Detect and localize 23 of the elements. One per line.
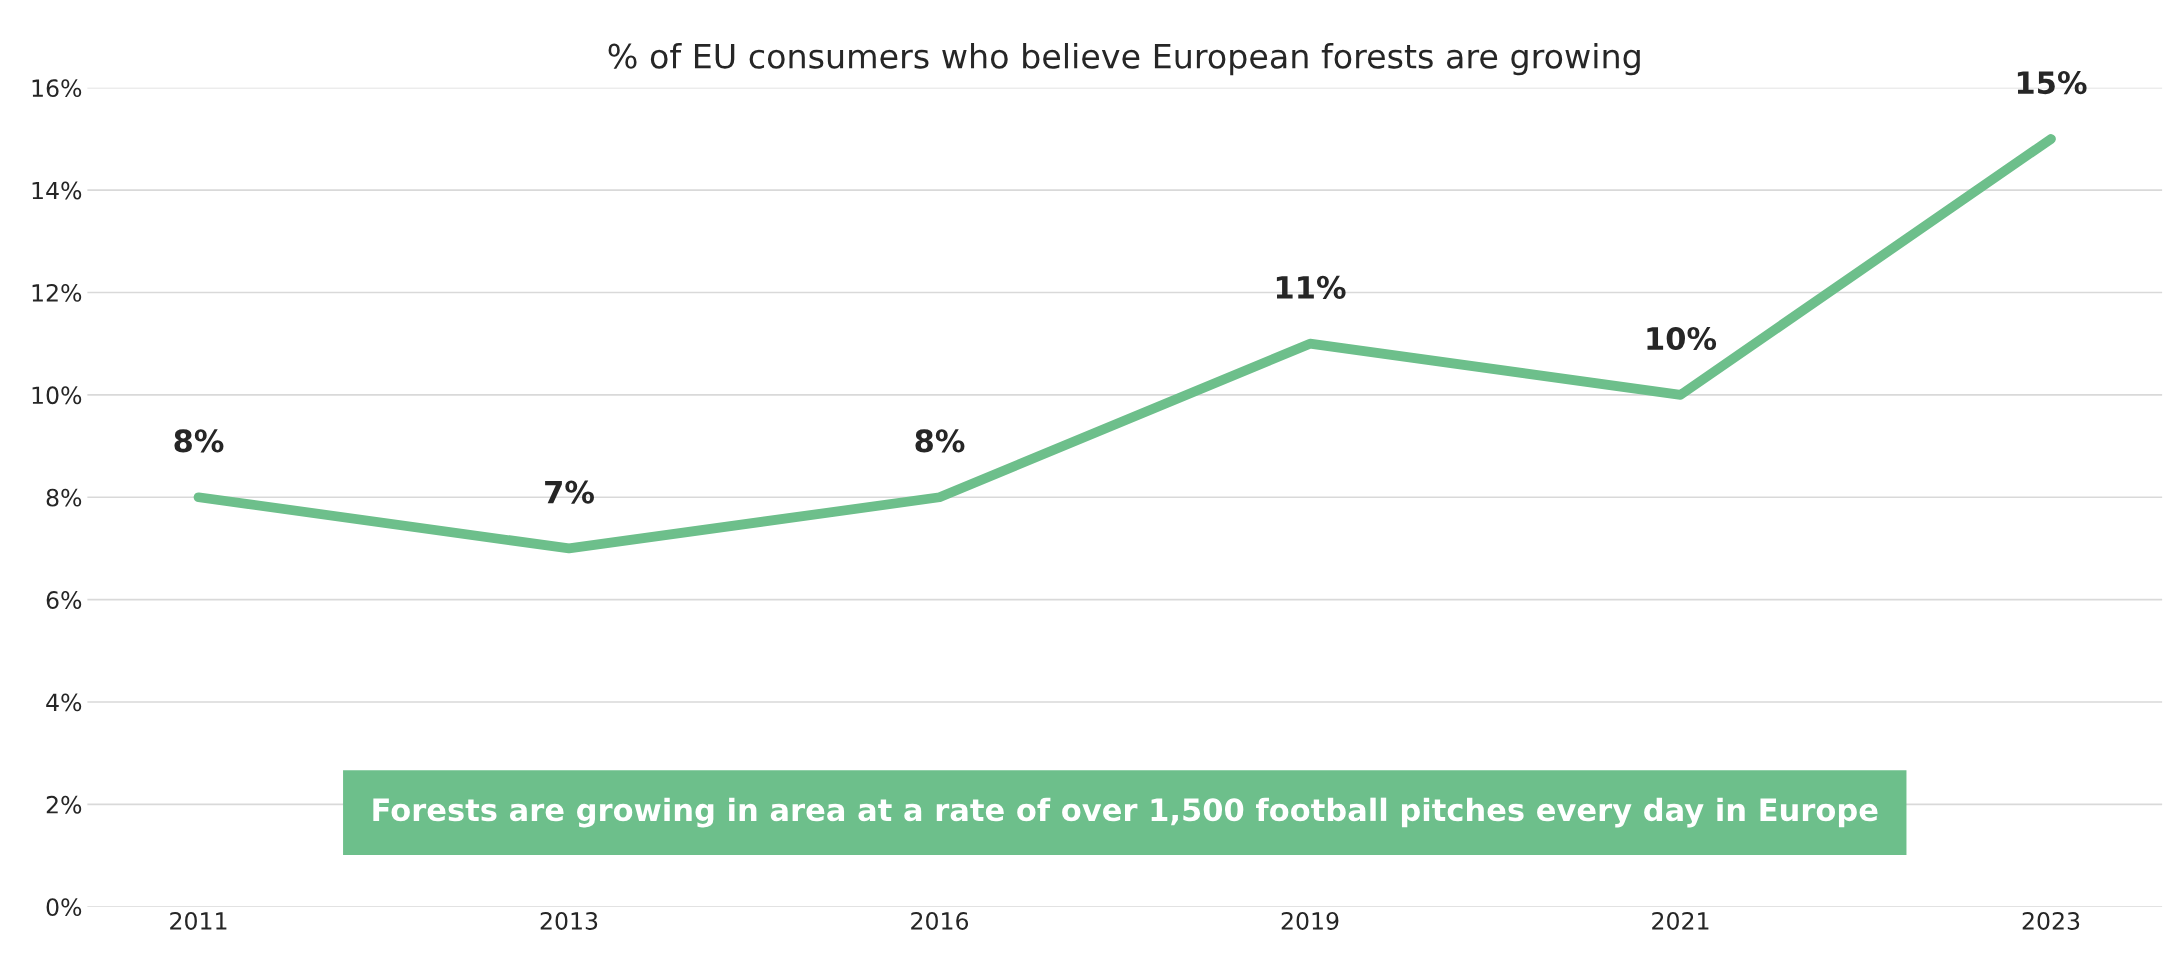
x-tick-label: 2016 (911, 912, 969, 930)
y-tick-label: 2% (46, 795, 82, 814)
annotation: Forests are growing in area at a rate of over 1,500 football pitches every day in Europe (373, 797, 1878, 828)
y-tick-label: 12% (32, 283, 82, 302)
data-label: 8% (915, 429, 965, 453)
data-label: 7% (545, 480, 594, 504)
chart-title: % of EU consumers who believe European forests are growing (608, 42, 1640, 76)
x-tick-label: 2023 (2022, 912, 2080, 930)
y-tick-label: 8% (46, 488, 82, 507)
x-tick-label: 2019 (1281, 912, 1339, 930)
data-label: 8% (174, 429, 224, 453)
y-tick-label: 6% (46, 591, 82, 609)
data-label: 11% (1276, 275, 1346, 299)
y-tick-label: 0% (46, 898, 82, 917)
data-label: 10% (1647, 326, 1717, 351)
y-tick-label: 10% (32, 386, 82, 405)
y-tick-label: 16% (32, 79, 82, 98)
y-tick-label: 14% (32, 181, 82, 200)
data-label: 15% (2017, 71, 2087, 95)
x-tick-label: 2011 (170, 912, 227, 930)
x-tick-label: 2021 (1652, 912, 1709, 930)
x-tick-label: 2013 (540, 912, 598, 930)
y-tick-label: 4% (46, 693, 82, 712)
